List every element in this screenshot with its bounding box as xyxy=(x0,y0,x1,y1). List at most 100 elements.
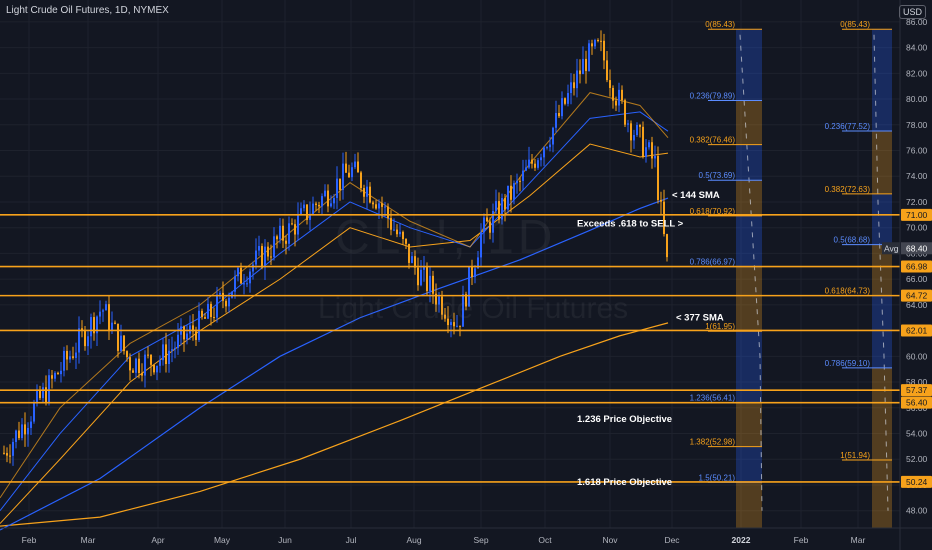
time-tick-label: Oct xyxy=(538,535,552,545)
candle-body xyxy=(96,316,98,334)
candle-body xyxy=(135,358,137,373)
candle-body xyxy=(429,275,431,292)
fib-zone xyxy=(736,144,762,181)
candle-body xyxy=(240,267,242,284)
candle-body xyxy=(612,87,614,101)
fib-zone xyxy=(872,29,892,131)
candle-body xyxy=(345,163,347,173)
time-tick-label: Feb xyxy=(22,535,37,545)
candle-body xyxy=(168,350,170,365)
level-price-tag-label: 56.40 xyxy=(906,398,928,408)
candle-body xyxy=(234,276,236,292)
candle-body xyxy=(18,430,20,439)
projection-path xyxy=(873,34,889,511)
candle-body xyxy=(321,196,323,207)
fib-level-label: 0.382(76.46) xyxy=(690,136,736,145)
time-tick-label: Mar xyxy=(81,535,96,545)
candle-body xyxy=(339,178,341,190)
candle-body xyxy=(480,232,482,258)
candle-body xyxy=(195,331,197,340)
time-tick-label: Nov xyxy=(602,535,618,545)
candle-body xyxy=(81,328,83,331)
candle-body xyxy=(468,266,470,307)
time-tick-label: Sep xyxy=(473,535,488,545)
candle-body xyxy=(315,203,317,205)
candle-body xyxy=(294,224,296,235)
candle-body xyxy=(210,303,212,318)
currency-badge[interactable]: USD xyxy=(898,5,926,19)
candle-body xyxy=(90,317,92,337)
candle-body xyxy=(138,358,140,374)
candle-body xyxy=(378,203,380,209)
candle-body xyxy=(78,328,80,353)
candle-body xyxy=(324,190,326,197)
candle-body xyxy=(45,387,47,403)
sma-55-line xyxy=(0,143,669,524)
candle-body xyxy=(63,350,65,371)
candle-body xyxy=(486,217,488,222)
candle-body xyxy=(498,201,500,220)
candle-body xyxy=(288,223,290,244)
candle-body xyxy=(282,225,284,241)
candle-body xyxy=(312,203,314,215)
candle-body xyxy=(453,322,455,327)
candle-body xyxy=(189,325,191,334)
chart-annotation: 1.236 Price Objective xyxy=(577,414,672,425)
candle-body xyxy=(237,267,239,277)
candle-body xyxy=(183,326,185,340)
fib-level-label: 0.5(68.68) xyxy=(834,236,871,245)
candle-body xyxy=(405,239,407,244)
candle-body xyxy=(360,172,362,189)
candle-body xyxy=(387,206,389,219)
candle-body xyxy=(642,126,644,158)
avg-tag xyxy=(882,242,900,255)
price-axis-bg xyxy=(900,0,932,550)
candle-body xyxy=(174,347,176,350)
level-price-tag xyxy=(901,208,932,221)
candle-body xyxy=(54,372,56,379)
price-tick-label: 78.00 xyxy=(906,120,928,130)
candle-body xyxy=(147,354,149,356)
candle-body xyxy=(396,229,398,235)
level-price-tag xyxy=(901,396,932,409)
fib-level-label: 0.236(79.89) xyxy=(690,91,736,100)
candle-body xyxy=(660,199,662,202)
avg-price-tag-label: 68.40 xyxy=(906,243,928,253)
fib-level-label: 0.382(72.63) xyxy=(825,185,871,194)
candle-body xyxy=(435,293,437,305)
candle-body xyxy=(24,424,26,435)
candle-body xyxy=(516,180,518,184)
time-tick-label: Jul xyxy=(346,535,357,545)
candle-body xyxy=(606,60,608,81)
fib-zone xyxy=(736,402,762,447)
fib-zone xyxy=(736,100,762,145)
fib-zone xyxy=(736,331,762,403)
candle-body xyxy=(450,322,452,326)
candle-body xyxy=(255,250,257,265)
fib-level-label: 0.5(73.69) xyxy=(699,171,736,180)
candle-body xyxy=(231,291,233,298)
candle-body xyxy=(534,163,536,168)
candle-body xyxy=(393,229,395,231)
chart-annotation: < 377 SMA xyxy=(676,312,724,323)
candle-body xyxy=(555,113,557,128)
candle-body xyxy=(171,349,173,351)
candle-body xyxy=(126,351,128,358)
candle-body xyxy=(159,360,161,366)
candle-body xyxy=(102,310,104,312)
price-tick-label: 70.00 xyxy=(906,223,928,233)
candle-body xyxy=(198,310,200,340)
fib-level-label: 0(85.43) xyxy=(705,20,735,29)
candle-body xyxy=(69,356,71,360)
candle-body xyxy=(525,167,527,171)
candle-body xyxy=(258,246,260,251)
candle-body xyxy=(621,89,623,101)
price-tick-label: 76.00 xyxy=(906,146,928,156)
candle-body xyxy=(564,98,566,104)
candle-body xyxy=(411,256,413,263)
candle-body xyxy=(495,201,497,211)
fib-zone xyxy=(736,215,762,267)
candle-body xyxy=(603,40,605,61)
candle-body xyxy=(150,354,152,365)
